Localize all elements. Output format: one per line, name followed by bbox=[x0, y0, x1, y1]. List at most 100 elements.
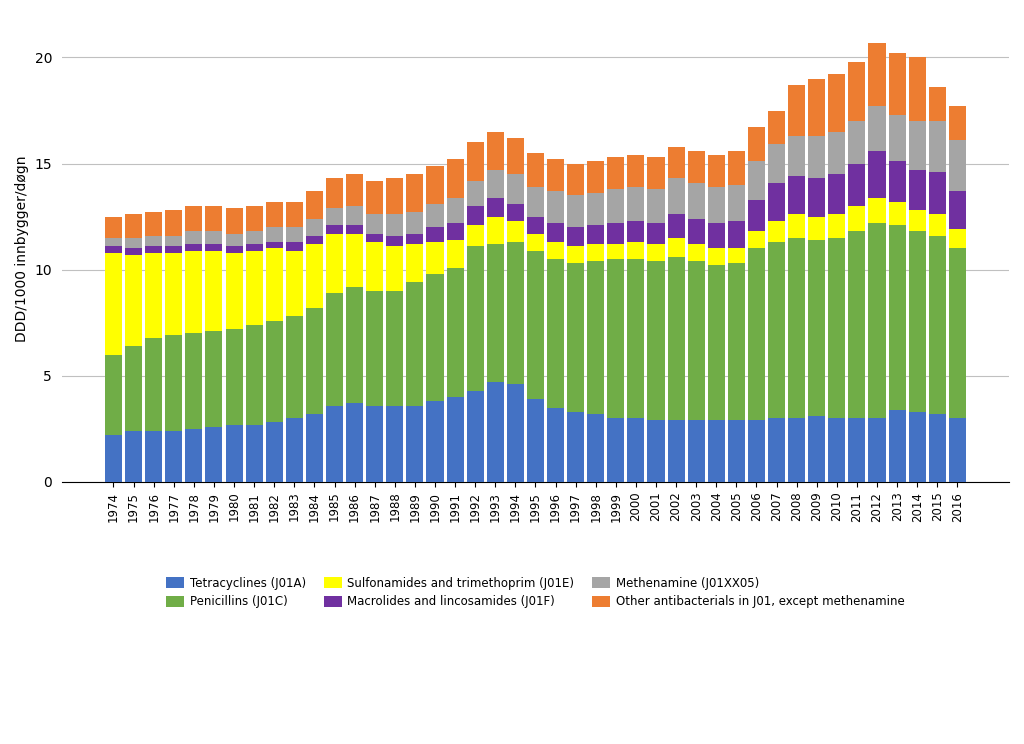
Bar bbox=[708, 155, 725, 187]
Bar bbox=[929, 414, 946, 482]
Bar bbox=[647, 189, 665, 223]
Bar bbox=[808, 136, 825, 179]
Bar bbox=[908, 170, 926, 211]
Bar bbox=[386, 214, 403, 236]
Bar bbox=[346, 286, 364, 403]
Bar bbox=[788, 176, 805, 214]
Bar bbox=[628, 418, 644, 482]
Bar bbox=[346, 403, 364, 482]
Bar bbox=[165, 253, 182, 336]
Bar bbox=[206, 331, 222, 427]
Bar bbox=[587, 193, 604, 225]
Bar bbox=[929, 236, 946, 414]
Bar bbox=[949, 248, 966, 418]
Bar bbox=[607, 259, 625, 418]
Bar bbox=[145, 212, 162, 236]
Bar bbox=[306, 191, 323, 219]
Bar bbox=[688, 261, 705, 420]
Bar bbox=[949, 140, 966, 191]
Bar bbox=[868, 197, 886, 223]
Bar bbox=[587, 261, 604, 414]
Bar bbox=[125, 238, 142, 248]
Bar bbox=[386, 179, 403, 214]
Bar bbox=[486, 170, 504, 197]
Bar bbox=[567, 196, 584, 227]
Bar bbox=[828, 74, 846, 132]
Bar bbox=[647, 244, 665, 261]
Bar bbox=[246, 325, 263, 425]
Bar bbox=[768, 111, 785, 144]
Bar bbox=[889, 161, 905, 202]
Bar bbox=[768, 183, 785, 221]
Bar bbox=[808, 217, 825, 240]
Bar bbox=[367, 234, 383, 242]
Bar bbox=[386, 236, 403, 246]
Bar bbox=[728, 221, 744, 248]
Bar bbox=[165, 236, 182, 246]
Bar bbox=[607, 223, 625, 244]
Bar bbox=[908, 412, 926, 482]
Bar bbox=[607, 418, 625, 482]
Bar bbox=[908, 121, 926, 170]
Bar bbox=[768, 144, 785, 183]
Bar bbox=[125, 214, 142, 238]
Bar bbox=[628, 155, 644, 187]
Bar bbox=[185, 244, 203, 251]
Bar bbox=[426, 227, 443, 242]
Bar bbox=[688, 219, 705, 244]
Bar bbox=[828, 238, 846, 418]
Bar bbox=[949, 229, 966, 248]
Bar bbox=[326, 225, 343, 234]
Bar bbox=[125, 255, 142, 346]
Bar bbox=[728, 151, 744, 185]
Bar bbox=[306, 219, 323, 236]
Bar bbox=[708, 248, 725, 266]
Bar bbox=[668, 214, 685, 238]
Bar bbox=[647, 223, 665, 244]
Bar bbox=[367, 214, 383, 234]
Bar bbox=[367, 405, 383, 482]
Bar bbox=[849, 206, 865, 231]
Bar bbox=[467, 206, 483, 225]
Bar bbox=[828, 132, 846, 174]
Bar bbox=[507, 138, 524, 174]
Bar bbox=[467, 225, 483, 246]
Bar bbox=[326, 208, 343, 225]
Bar bbox=[748, 127, 765, 161]
Bar bbox=[367, 181, 383, 214]
Bar bbox=[688, 151, 705, 183]
Bar bbox=[668, 179, 685, 214]
Bar bbox=[527, 217, 544, 234]
Bar bbox=[607, 157, 625, 189]
Bar bbox=[607, 189, 625, 223]
Bar bbox=[145, 236, 162, 246]
Bar bbox=[407, 283, 424, 405]
Bar bbox=[265, 227, 283, 242]
Bar bbox=[346, 206, 364, 225]
Bar bbox=[407, 234, 424, 244]
Bar bbox=[507, 174, 524, 204]
Bar bbox=[889, 115, 905, 161]
Bar bbox=[104, 246, 122, 253]
Bar bbox=[446, 197, 464, 223]
Bar bbox=[708, 420, 725, 482]
Bar bbox=[849, 121, 865, 164]
Bar bbox=[507, 385, 524, 482]
Bar bbox=[446, 240, 464, 268]
Bar bbox=[407, 244, 424, 283]
Legend: Tetracyclines (J01A), Penicillins (J01C), Sulfonamides and trimethoprim (J01E), : Tetracyclines (J01A), Penicillins (J01C)… bbox=[162, 572, 909, 613]
Bar bbox=[446, 159, 464, 197]
Bar bbox=[688, 244, 705, 261]
Bar bbox=[929, 214, 946, 236]
Bar bbox=[486, 132, 504, 170]
Bar bbox=[407, 212, 424, 234]
Bar bbox=[346, 225, 364, 234]
Bar bbox=[125, 248, 142, 255]
Bar bbox=[467, 181, 483, 206]
Bar bbox=[104, 435, 122, 482]
Bar bbox=[708, 223, 725, 248]
Bar bbox=[426, 274, 443, 401]
Bar bbox=[486, 217, 504, 244]
Bar bbox=[889, 54, 905, 115]
Bar bbox=[527, 234, 544, 251]
